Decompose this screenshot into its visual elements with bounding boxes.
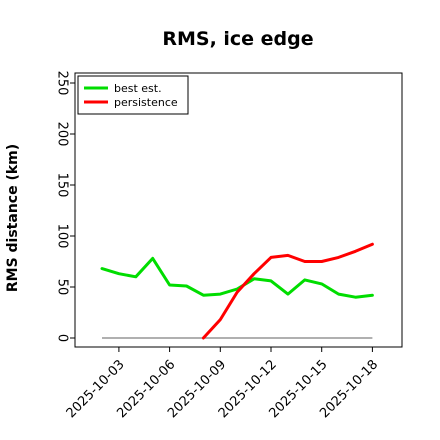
- legend-label-persistence: persistence: [114, 96, 178, 109]
- plot-frame: [74, 72, 403, 348]
- y-axis-label: RMS distance (km): [5, 144, 21, 292]
- chart-title: RMS, ice edge: [162, 28, 313, 50]
- y-tick-label: 100: [55, 224, 70, 249]
- legend: best est.persistence: [77, 75, 189, 115]
- plot-marks: [100, 242, 374, 340]
- y-tick-label: 250: [55, 71, 70, 96]
- y-tick-label: 0: [55, 334, 70, 342]
- y-tick-label: 50: [55, 279, 70, 296]
- legend-label-best-est-: best est.: [114, 82, 162, 95]
- legend-box: [77, 75, 189, 115]
- y-tick-label: 150: [55, 173, 70, 198]
- series-line-persistence: [201, 242, 374, 340]
- y-tick-label: 200: [55, 122, 70, 147]
- series-line-best-est-: [100, 256, 374, 299]
